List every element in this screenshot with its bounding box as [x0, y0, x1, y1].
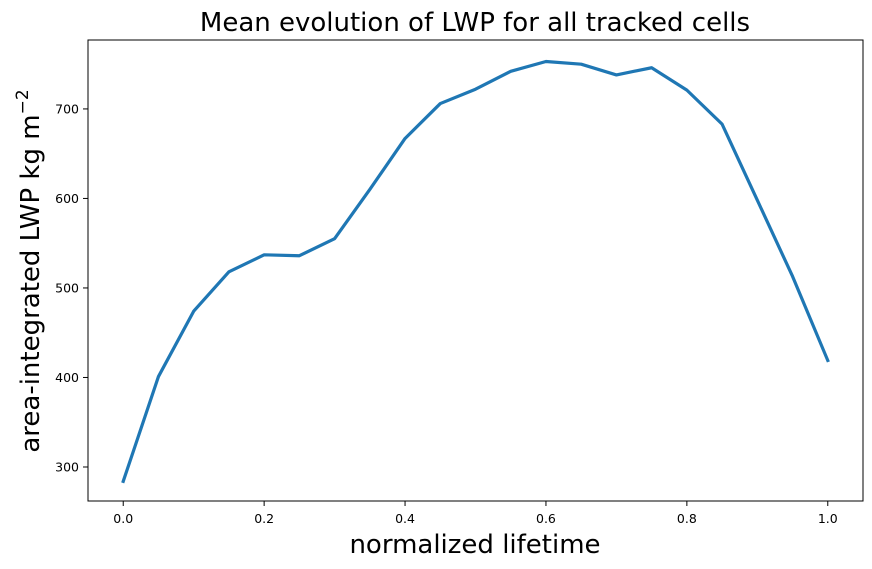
- x-axis: 0.0 0.2 0.4 0.6 0.8 1.0: [113, 501, 838, 526]
- x-tick-label: 0.0: [113, 511, 133, 526]
- y-tick-label: 600: [55, 191, 79, 206]
- y-tick-label: 700: [55, 101, 79, 116]
- x-tick-label: 0.8: [677, 511, 697, 526]
- y-tick-label: 400: [55, 370, 79, 385]
- plot-frame: [87, 39, 864, 502]
- x-tick-label: 0.2: [254, 511, 274, 526]
- x-tick-label: 1.0: [818, 511, 838, 526]
- plot-area: [87, 39, 864, 502]
- y-tick-label: 300: [55, 459, 79, 474]
- y-axis: 300 400 500 600 700: [55, 101, 88, 474]
- y-tick-label: 500: [55, 280, 79, 295]
- x-axis-label: normalized lifetime: [349, 530, 600, 560]
- x-tick-label: 0.4: [395, 511, 415, 526]
- x-tick-label: 0.6: [536, 511, 556, 526]
- chart-title: Mean evolution of LWP for all tracked ce…: [200, 8, 750, 38]
- y-axis-label-superscript: −2: [13, 89, 33, 114]
- y-axis-label: area-integrated LWP kg m−2: [13, 89, 46, 452]
- series-line: [121, 59, 830, 484]
- series-group: [121, 59, 830, 484]
- y-axis-label-text: area-integrated LWP kg m: [16, 114, 46, 452]
